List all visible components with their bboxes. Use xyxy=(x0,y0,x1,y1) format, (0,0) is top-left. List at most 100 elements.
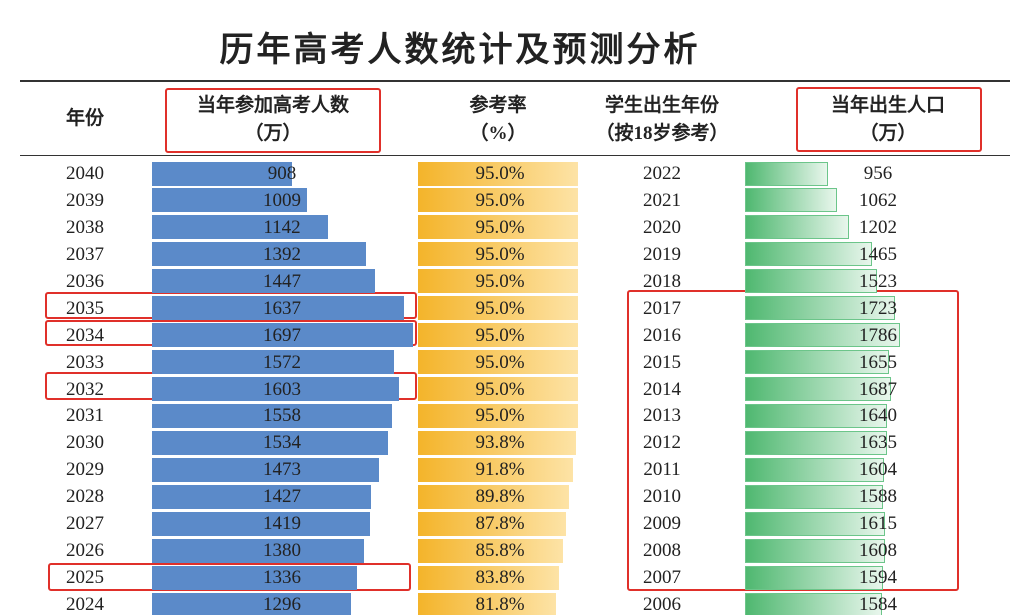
cell-year: 2032 xyxy=(66,378,104,400)
cell-value: 1640 xyxy=(859,405,897,427)
data-bar xyxy=(745,215,850,240)
cell-value: 87.8% xyxy=(475,513,525,535)
cell-value: 1615 xyxy=(859,513,897,535)
cell-value: 95.0% xyxy=(475,189,525,211)
cell-value: 83.8% xyxy=(475,567,525,589)
cell-value: 1380 xyxy=(263,540,301,562)
cell-year: 2029 xyxy=(66,459,104,481)
data-bar xyxy=(745,296,895,321)
cell-value: 1523 xyxy=(859,270,897,292)
cell-value: 1655 xyxy=(859,351,897,373)
data-bar xyxy=(418,188,578,213)
cell-value: 1473 xyxy=(263,459,301,481)
data-bar xyxy=(152,350,394,375)
cell-value: 95.0% xyxy=(475,297,525,319)
cell-year: 2028 xyxy=(66,486,104,508)
cell-value: 85.8% xyxy=(475,540,525,562)
data-bar xyxy=(745,565,884,590)
cell-value: 1427 xyxy=(263,486,301,508)
cell-value: 95.0% xyxy=(475,405,525,427)
cell-value: 95.0% xyxy=(475,163,525,184)
cell-year: 2035 xyxy=(66,297,104,319)
cell-value: 1584 xyxy=(859,594,897,615)
column-header: 参考率 xyxy=(469,95,527,116)
data-bar xyxy=(152,511,371,536)
cell-year: 2015 xyxy=(643,351,681,373)
cell-value: 95.0% xyxy=(475,216,525,238)
data-bar xyxy=(152,215,328,240)
highlight-box xyxy=(165,88,381,153)
cell-value: 1603 xyxy=(263,378,301,400)
cell-year: 2033 xyxy=(66,351,104,373)
cell-year: 2013 xyxy=(643,405,681,427)
cell-year: 2036 xyxy=(66,270,104,292)
cell-year: 2021 xyxy=(643,189,681,211)
data-bar xyxy=(418,511,566,536)
column-header: 学生出生年份 xyxy=(604,95,719,116)
data-bar xyxy=(152,188,308,213)
data-bar xyxy=(745,484,883,509)
cell-value: 1558 xyxy=(263,405,301,427)
cell-value: 1202 xyxy=(859,216,897,238)
cell-year: 2012 xyxy=(643,432,681,454)
cell-year: 2039 xyxy=(66,189,104,211)
cell-year: 2014 xyxy=(643,378,681,400)
cell-value: 1447 xyxy=(263,270,301,292)
data-bar xyxy=(418,161,578,186)
column-header: 当年参加高考人数 xyxy=(196,95,349,116)
data-bar xyxy=(745,377,892,402)
highlight-box xyxy=(48,563,411,591)
highlight-box xyxy=(796,87,982,152)
cell-value: 95.0% xyxy=(475,378,525,400)
cell-year: 2007 xyxy=(643,567,681,589)
column-header: （万） xyxy=(244,123,302,144)
cell-value: 91.8% xyxy=(475,459,525,481)
cell-value: 1392 xyxy=(263,243,301,265)
cell-value: 1465 xyxy=(859,243,897,265)
cell-value: 956 xyxy=(863,163,893,184)
cell-year: 2006 xyxy=(643,594,681,615)
cell-year: 2008 xyxy=(643,540,681,562)
data-bar xyxy=(418,215,578,240)
data-bar xyxy=(152,161,292,186)
column-header: 当年出生人口 xyxy=(830,95,945,116)
cell-year: 2017 xyxy=(643,297,681,319)
data-bar xyxy=(418,350,578,375)
data-bar xyxy=(152,457,379,482)
data-bar xyxy=(745,269,878,294)
cell-year: 2027 xyxy=(66,513,104,535)
data-bar xyxy=(745,403,888,428)
cell-year: 2025 xyxy=(66,567,104,589)
cell-year: 2030 xyxy=(66,432,104,454)
cell-year: 2018 xyxy=(643,270,681,292)
cell-value: 1336 xyxy=(263,567,301,589)
data-bar xyxy=(418,457,573,482)
cell-year: 2031 xyxy=(66,405,104,427)
cell-value: 1594 xyxy=(859,567,897,589)
column-header: （%） xyxy=(469,123,527,144)
data-bar xyxy=(152,269,375,294)
cell-value: 1697 xyxy=(263,324,301,346)
cell-year: 2020 xyxy=(643,216,681,238)
data-bar xyxy=(152,538,365,563)
header-rule xyxy=(20,155,1010,156)
cell-value: 1296 xyxy=(263,594,301,615)
cell-value: 1608 xyxy=(859,540,897,562)
data-bar xyxy=(152,296,404,321)
cell-year: 2022 xyxy=(643,163,681,184)
cell-value: 1723 xyxy=(859,297,897,319)
data-bar xyxy=(745,161,828,186)
data-bar xyxy=(418,484,570,509)
data-bar xyxy=(745,350,889,375)
title: 历年高考人数统计及预测分析 xyxy=(219,32,701,69)
data-bar xyxy=(418,403,578,428)
column-header: （万） xyxy=(859,123,917,144)
cell-value: 89.8% xyxy=(475,486,525,508)
data-bar xyxy=(152,377,399,402)
data-bar xyxy=(418,296,578,321)
cell-year: 2024 xyxy=(66,594,104,615)
cell-year: 2016 xyxy=(643,324,681,346)
cell-year: 2038 xyxy=(66,216,104,238)
data-bar xyxy=(418,377,578,402)
